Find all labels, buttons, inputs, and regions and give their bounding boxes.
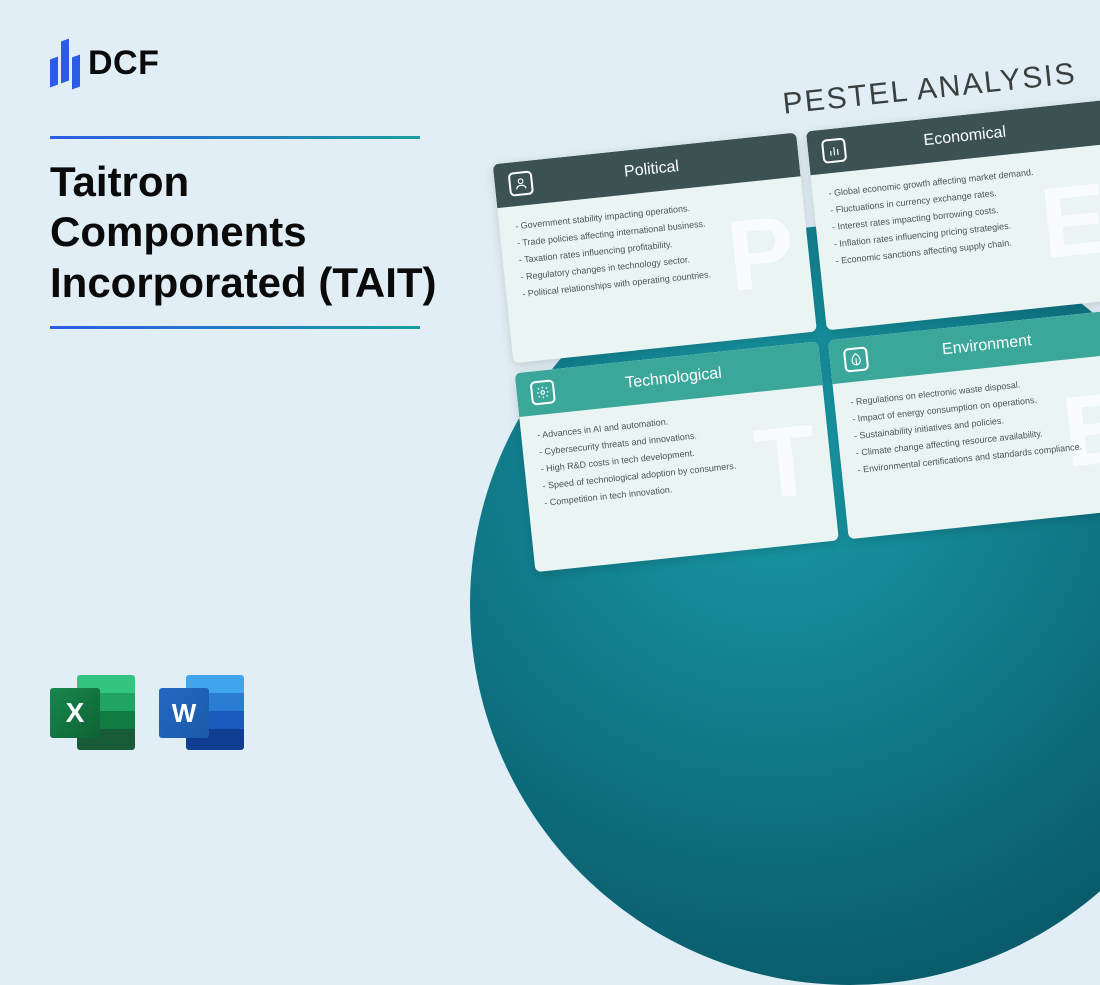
pestel-cards-grid: Political P - Government stability impac… [493, 100, 1100, 573]
page-container: DCF Taitron Components Incorporated (TAI… [0, 0, 1100, 805]
card-environment: Environment E - Regulations on electroni… [828, 308, 1100, 539]
logo-bars-icon [50, 40, 80, 86]
app-icons-row: X W [50, 670, 244, 755]
excel-letter: X [50, 688, 100, 738]
card-economical: Economical E - Global economic growth af… [806, 100, 1100, 331]
logo-text: DCF [88, 44, 159, 83]
bottom-divider [50, 326, 420, 329]
card-political: Political P - Government stability impac… [493, 133, 817, 364]
page-title: Taitron Components Incorporated (TAIT) [50, 157, 450, 308]
word-icon[interactable]: W [159, 670, 244, 755]
bars-icon [821, 137, 847, 163]
top-divider [50, 136, 420, 139]
word-letter: W [159, 688, 209, 738]
person-icon [508, 170, 534, 196]
pestel-panel: PESTEL ANALYSIS Political P - Government… [488, 54, 1100, 572]
card-technological: Technological T - Advances in AI and aut… [515, 341, 839, 572]
excel-icon[interactable]: X [50, 670, 135, 755]
leaf-icon [843, 346, 869, 372]
gear-icon [530, 379, 556, 405]
